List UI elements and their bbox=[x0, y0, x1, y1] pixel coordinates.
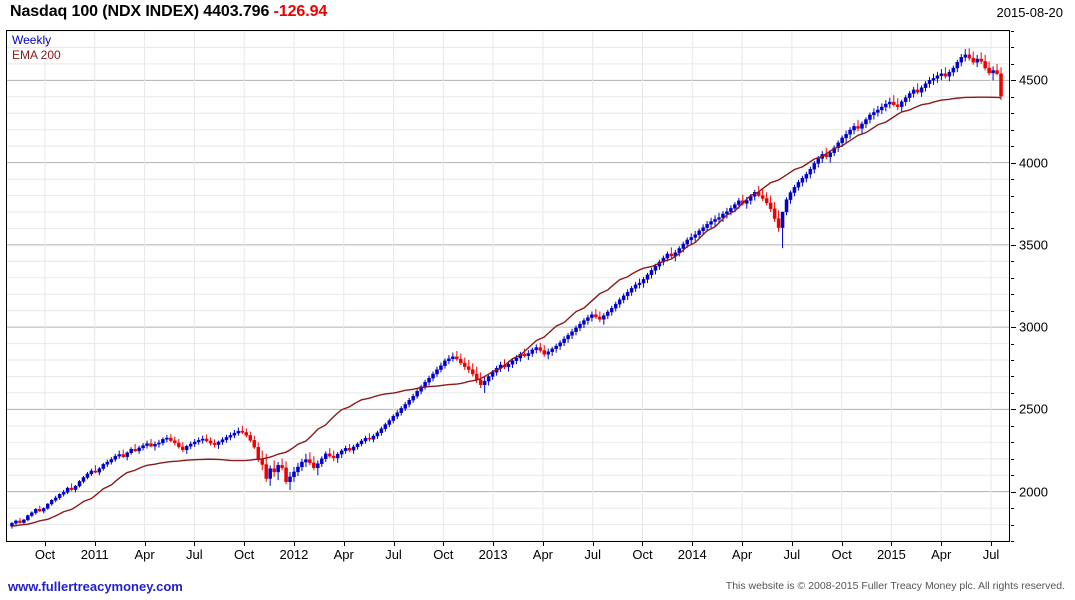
y-axis-tick bbox=[1011, 491, 1016, 493]
x-axis-tick bbox=[443, 542, 445, 546]
y-axis-tick bbox=[1011, 113, 1014, 115]
price-chart-canvas bbox=[7, 31, 1009, 541]
x-axis-tick bbox=[642, 542, 644, 546]
chart-header: Nasdaq 100 (NDX INDEX) 4403.796 -126.94 … bbox=[0, 0, 1075, 28]
x-axis-tick bbox=[791, 542, 793, 546]
y-axis-tick bbox=[1011, 146, 1014, 148]
x-axis-tick bbox=[393, 542, 395, 546]
y-axis-tick bbox=[1011, 294, 1014, 296]
x-axis-label: 2014 bbox=[677, 547, 707, 562]
gridlines-major bbox=[7, 79, 1009, 493]
x-axis-tick bbox=[493, 542, 495, 546]
x-axis-tick bbox=[343, 542, 345, 546]
y-axis-tick bbox=[1011, 442, 1014, 444]
y-axis-tick bbox=[1011, 541, 1014, 542]
x-axis-label: Jul bbox=[982, 547, 1000, 562]
y-axis-tick bbox=[1011, 63, 1014, 65]
x-axis-tick bbox=[841, 542, 843, 546]
x-axis-label: Oct bbox=[831, 547, 852, 562]
x-axis-label: Jul bbox=[385, 547, 402, 562]
as-of-date: 2015-08-20 bbox=[996, 5, 1064, 20]
y-axis-tick bbox=[1011, 80, 1016, 82]
x-axis-label: Apr bbox=[333, 547, 354, 562]
x-axis-label: Oct bbox=[34, 547, 56, 562]
y-axis-tick bbox=[1011, 228, 1014, 230]
copyright-notice: This website is © 2008-2015 Fuller Treac… bbox=[725, 580, 1065, 592]
x-axis-tick bbox=[144, 542, 146, 546]
y-axis-label: 3500 bbox=[1019, 237, 1048, 253]
x-axis-tick bbox=[742, 542, 744, 546]
x-axis-label: Jul bbox=[186, 547, 203, 562]
x-axis-tick bbox=[692, 542, 694, 546]
x-axis-label: 2011 bbox=[80, 547, 109, 562]
y-axis-tick bbox=[1011, 129, 1014, 131]
x-axis-label: Jul bbox=[584, 547, 601, 562]
x-axis-tick bbox=[194, 542, 196, 546]
x-axis-label: Oct bbox=[234, 547, 255, 562]
x-axis-label: 2015 bbox=[876, 547, 906, 562]
y-axis: 2000 2500 3000 3500 4000 4500 bbox=[1011, 30, 1075, 542]
x-axis-tick bbox=[244, 542, 246, 546]
y-axis-label: 2000 bbox=[1019, 484, 1048, 500]
y-axis-tick bbox=[1011, 310, 1014, 312]
instrument-title: Nasdaq 100 (NDX INDEX) 4403.796 bbox=[10, 3, 270, 20]
y-axis-tick bbox=[1011, 162, 1016, 164]
y-axis-tick bbox=[1011, 244, 1016, 246]
y-axis-label: 3000 bbox=[1019, 319, 1048, 335]
y-axis-tick bbox=[1011, 261, 1014, 263]
x-axis-label: Oct bbox=[433, 547, 454, 562]
site-url-link[interactable]: www.fullertreacymoney.com bbox=[8, 579, 183, 594]
y-axis-tick bbox=[1011, 327, 1016, 329]
price-change: -126.94 bbox=[273, 3, 328, 20]
y-axis-tick bbox=[1011, 409, 1016, 411]
y-axis-tick bbox=[1011, 195, 1014, 197]
x-axis-label: 2012 bbox=[279, 547, 309, 562]
gridlines-vertical bbox=[44, 31, 992, 541]
y-axis-tick bbox=[1011, 277, 1014, 279]
y-axis-tick bbox=[1011, 475, 1014, 477]
x-axis: Oct 2011 Apr Jul Oct 2012 Apr Jul Oct 2013 Apr Jul O… bbox=[6, 542, 1010, 568]
x-axis-tick bbox=[941, 542, 943, 546]
y-axis-tick bbox=[1011, 96, 1014, 98]
y-axis-tick bbox=[1011, 392, 1014, 394]
y-axis-tick bbox=[1011, 343, 1014, 345]
y-axis-tick bbox=[1011, 31, 1014, 32]
x-axis-tick bbox=[991, 542, 992, 546]
x-axis-label: Apr bbox=[134, 547, 155, 562]
y-axis-tick bbox=[1011, 179, 1014, 181]
x-axis-tick bbox=[293, 542, 295, 546]
x-axis-label: Oct bbox=[632, 547, 653, 562]
y-axis-tick bbox=[1011, 360, 1014, 362]
y-axis-label: 4500 bbox=[1019, 72, 1048, 88]
ema-200-line bbox=[11, 96, 1002, 527]
x-axis-label: Apr bbox=[532, 547, 554, 562]
y-axis-tick bbox=[1011, 508, 1014, 510]
y-axis-tick bbox=[1011, 524, 1014, 526]
page-title: Nasdaq 100 (NDX INDEX) 4403.796 -126.94 bbox=[10, 3, 327, 21]
x-axis-label: Apr bbox=[931, 547, 952, 562]
x-axis-tick bbox=[542, 542, 544, 546]
y-axis-label: 2500 bbox=[1019, 401, 1048, 417]
gridlines-minor bbox=[7, 31, 1009, 541]
x-axis-tick bbox=[891, 542, 893, 546]
x-axis-label: Jul bbox=[783, 547, 801, 562]
plot-area[interactable] bbox=[6, 30, 1010, 542]
x-axis-label: 2013 bbox=[478, 547, 508, 562]
x-axis-label: Apr bbox=[731, 547, 753, 562]
x-axis-tick bbox=[592, 542, 594, 546]
y-axis-tick bbox=[1011, 47, 1014, 49]
y-axis-tick bbox=[1011, 458, 1014, 460]
y-axis-tick bbox=[1011, 425, 1014, 427]
y-axis-tick bbox=[1011, 211, 1014, 213]
y-axis-tick bbox=[1011, 376, 1014, 378]
y-axis-label: 4000 bbox=[1019, 155, 1048, 171]
x-axis-tick bbox=[94, 542, 96, 546]
x-axis-tick bbox=[45, 542, 46, 546]
candlestick-series bbox=[10, 48, 1003, 529]
